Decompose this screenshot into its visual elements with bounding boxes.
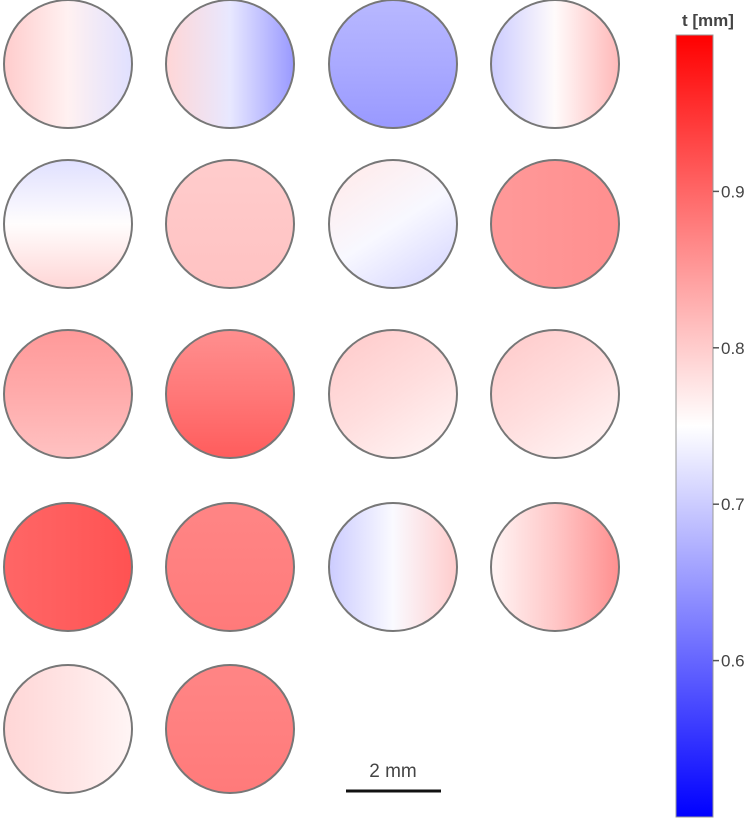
sample-disc xyxy=(3,502,133,632)
sample-disc xyxy=(490,0,620,129)
sample-disc xyxy=(165,664,295,794)
colorbar-tick-label: 0.7 xyxy=(721,495,745,514)
sample-disc xyxy=(3,159,133,289)
colorbar: t [mm] 0.9 0.8 0.7 0.6 xyxy=(675,11,745,818)
sample-disc xyxy=(3,0,133,129)
colorbar-title: t [mm] xyxy=(682,11,734,30)
sample-disc xyxy=(328,159,458,289)
sample-disc xyxy=(165,502,295,632)
sample-disc xyxy=(328,0,458,129)
sample-disc xyxy=(490,329,620,459)
scale-bar: 2 mm xyxy=(346,761,441,793)
colorbar-tick-label: 0.6 xyxy=(721,652,745,671)
sample-disc xyxy=(3,329,133,459)
colorbar-ticks: 0.9 0.8 0.7 0.6 xyxy=(713,182,745,671)
sample-disc xyxy=(165,329,295,459)
colorbar-gradient xyxy=(675,34,714,818)
sample-disc xyxy=(490,502,620,632)
sample-disc xyxy=(165,159,295,289)
sample-disc xyxy=(328,329,458,459)
sample-discs xyxy=(3,0,620,794)
sample-disc xyxy=(328,502,458,632)
sample-disc xyxy=(165,0,295,129)
colorbar-tick-label: 0.8 xyxy=(721,339,745,358)
scale-bar-label: 2 mm xyxy=(369,761,417,782)
sample-disc xyxy=(3,664,133,794)
sample-disc xyxy=(490,159,620,289)
colorbar-tick-label: 0.9 xyxy=(721,182,745,201)
